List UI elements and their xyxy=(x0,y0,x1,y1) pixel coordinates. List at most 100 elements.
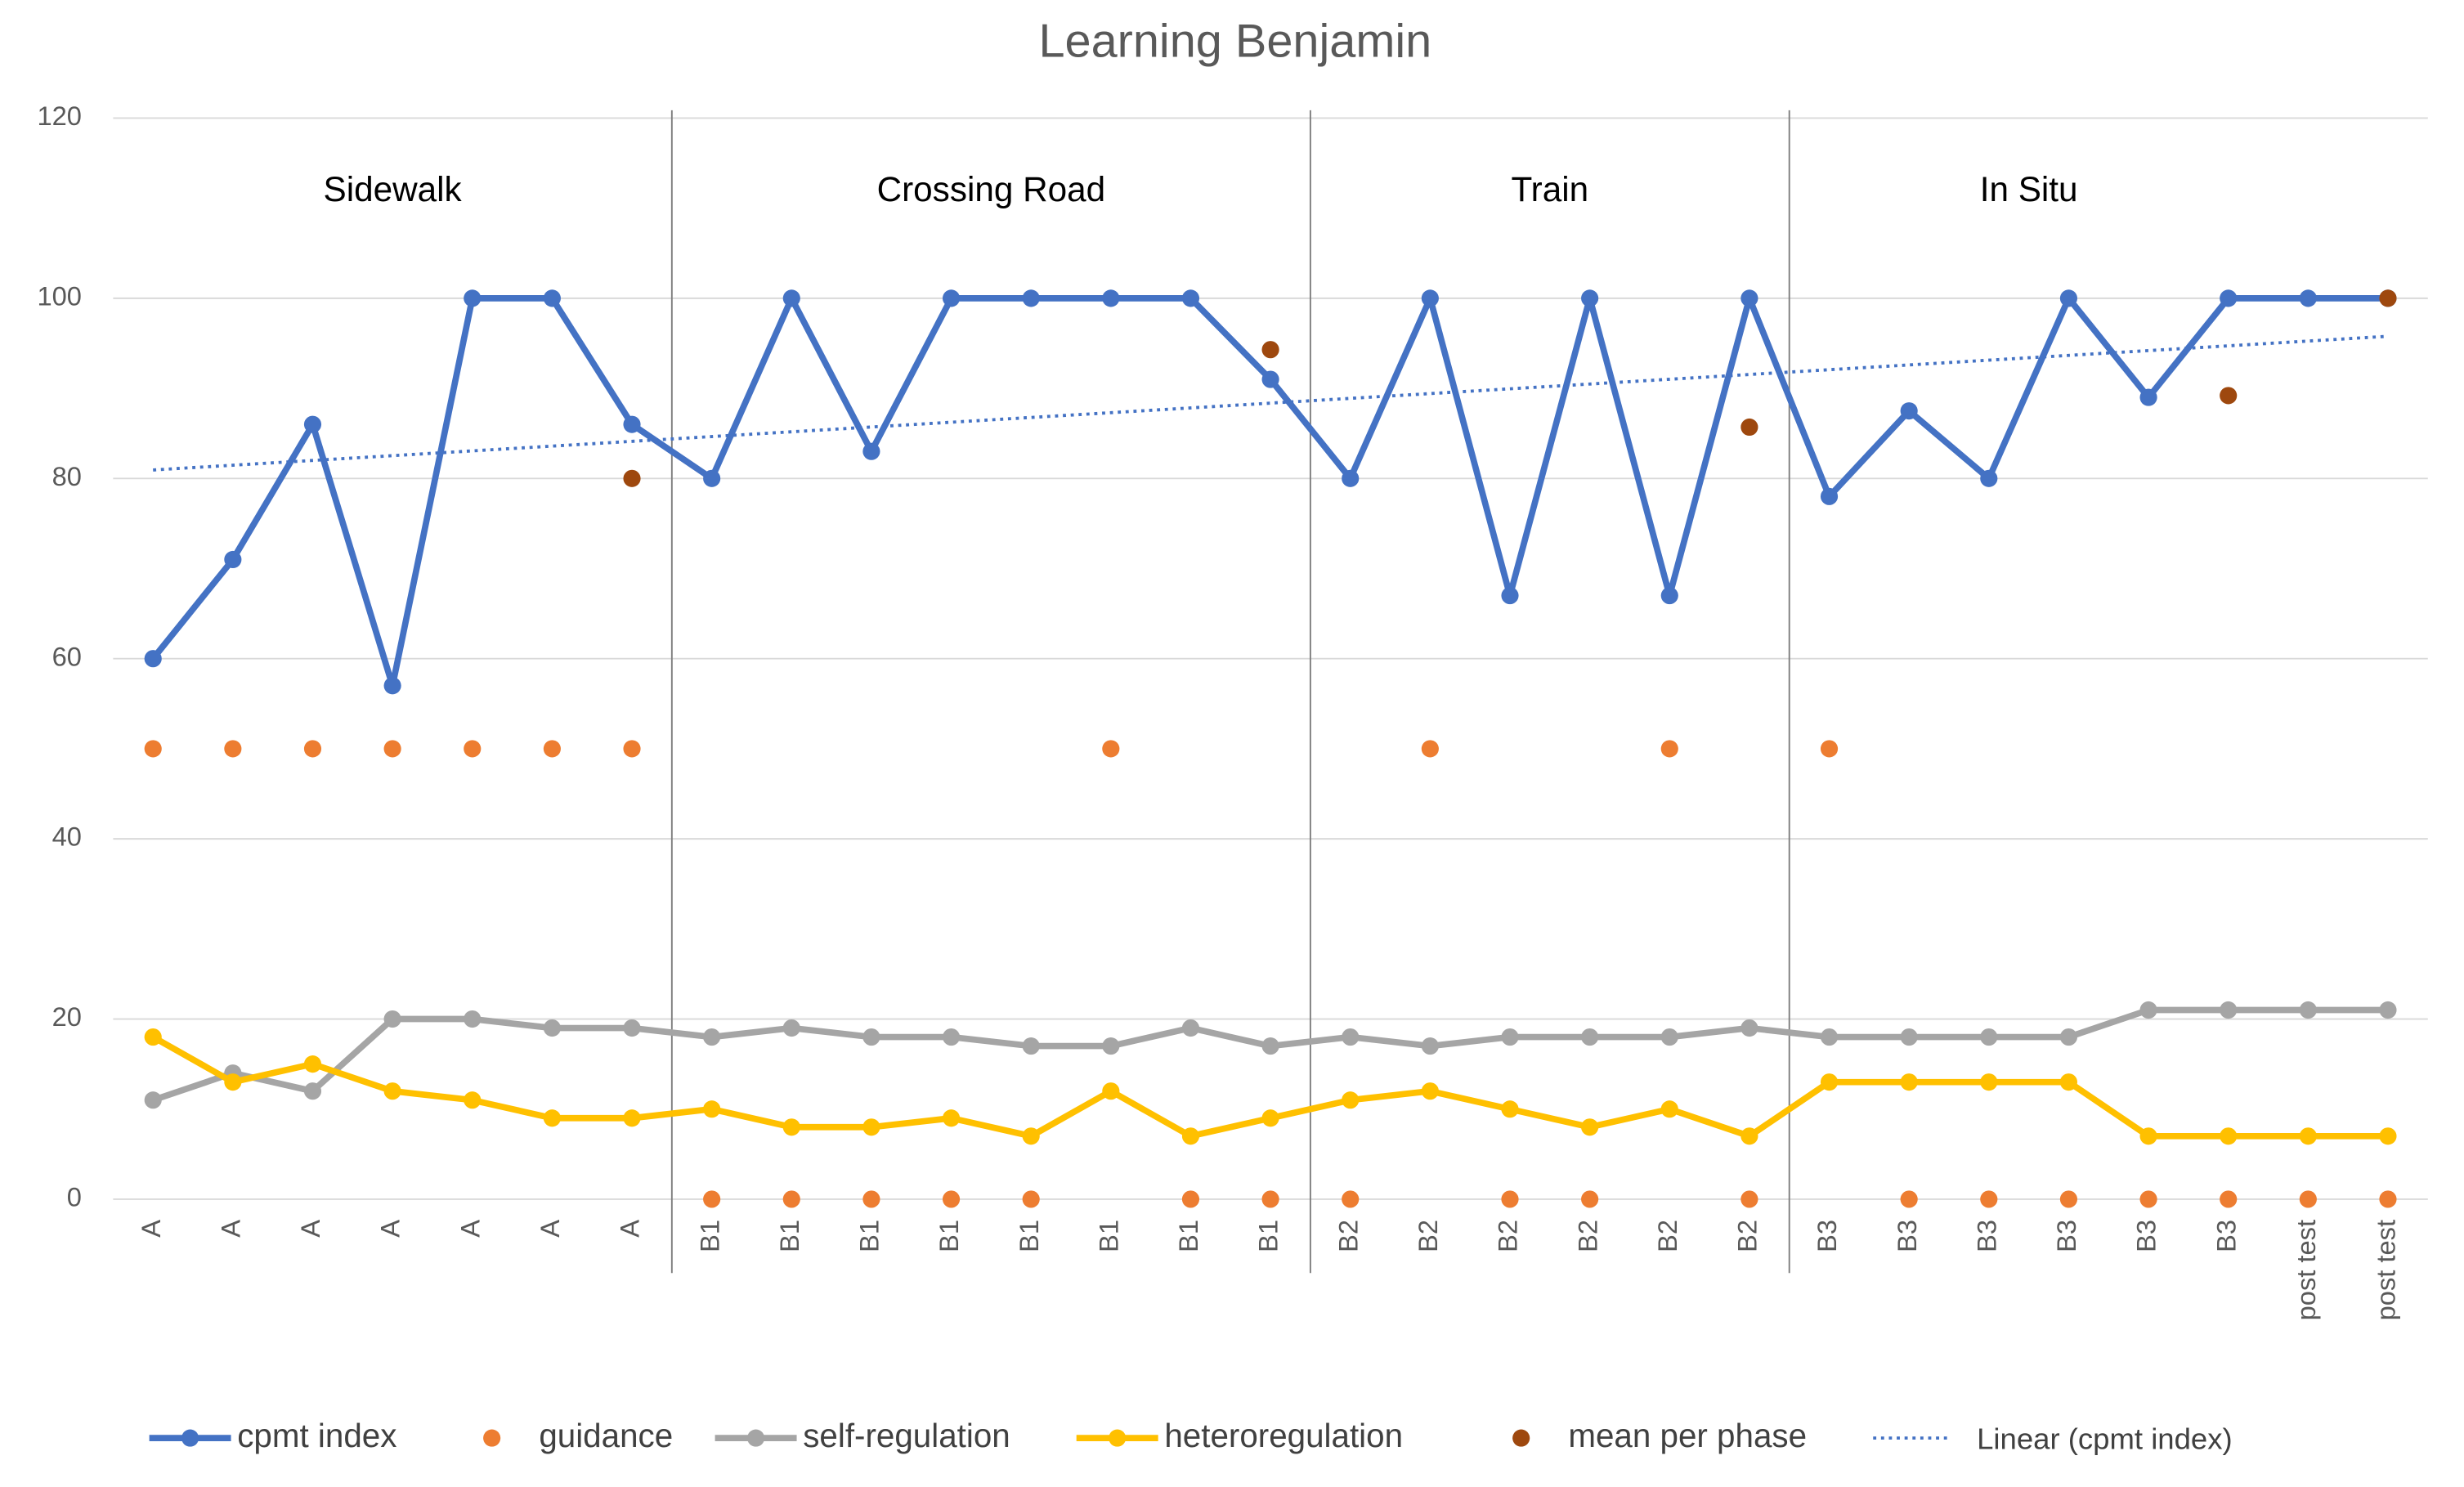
data-point xyxy=(2299,1001,2317,1019)
phase-label: In Situ xyxy=(1980,170,2078,208)
data-point xyxy=(543,740,561,758)
data-point xyxy=(1980,1073,1998,1091)
data-point xyxy=(1261,1109,1279,1127)
data-point xyxy=(862,1190,880,1208)
data-point xyxy=(1660,740,1678,758)
data-point xyxy=(303,415,322,433)
y-tick-label: 0 xyxy=(67,1182,82,1212)
data-point xyxy=(1181,1190,1200,1208)
phase-label: Crossing Road xyxy=(877,170,1106,208)
data-point xyxy=(1740,1190,1758,1208)
series-line xyxy=(151,1006,2388,1104)
data-point xyxy=(2139,1001,2157,1019)
data-point xyxy=(782,289,800,307)
data-point xyxy=(2379,1190,2397,1208)
legend-label: mean per phase xyxy=(1568,1417,1807,1454)
legend-label: cpmt index xyxy=(237,1417,396,1454)
data-point xyxy=(224,550,242,569)
data-point xyxy=(2299,1190,2317,1208)
data-point xyxy=(464,740,482,758)
data-point xyxy=(2059,1073,2078,1091)
data-point xyxy=(1102,740,1120,758)
data-point xyxy=(1900,1028,1918,1046)
phase-label: Sidewalk xyxy=(324,170,463,208)
x-tick-label: post test xyxy=(2371,1220,2401,1320)
data-point xyxy=(303,1082,322,1100)
data-point xyxy=(1022,289,1040,307)
data-point xyxy=(2220,1127,2238,1145)
data-point xyxy=(224,1073,242,1091)
data-point xyxy=(1421,1037,1439,1055)
data-point xyxy=(1660,1100,1678,1118)
data-point xyxy=(1820,1073,1839,1091)
x-tick-label: B2 xyxy=(1572,1220,1602,1252)
legend-label: self-regulation xyxy=(803,1417,1010,1454)
phase-label: Train xyxy=(1511,170,1588,208)
data-point xyxy=(303,740,322,758)
data-point xyxy=(1181,1019,1200,1037)
x-tick-label: B3 xyxy=(1971,1220,2001,1252)
x-tick-label: B1 xyxy=(1014,1220,1044,1252)
data-point xyxy=(1181,289,1200,307)
data-point xyxy=(782,1118,800,1136)
data-point xyxy=(1900,1073,1918,1091)
data-point xyxy=(1581,1190,1599,1208)
x-tick-label: A xyxy=(615,1220,645,1238)
legend-marker xyxy=(1512,1429,1530,1447)
y-tick-label: 20 xyxy=(52,1001,82,1032)
data-point xyxy=(782,1019,800,1037)
y-tick-label: 60 xyxy=(52,641,82,671)
x-tick-label: B2 xyxy=(1413,1220,1443,1252)
data-point xyxy=(2139,1190,2157,1208)
data-point xyxy=(2220,1190,2238,1208)
data-point xyxy=(1740,1019,1758,1037)
data-point xyxy=(862,442,880,460)
data-point xyxy=(1421,1082,1439,1100)
data-point xyxy=(1022,1037,1040,1055)
x-tick-label: B1 xyxy=(1253,1220,1284,1252)
x-tick-label: A xyxy=(375,1220,405,1238)
legend-marker xyxy=(483,1429,501,1447)
data-point xyxy=(623,1019,641,1037)
data-point xyxy=(144,740,162,758)
x-tick-label: B1 xyxy=(774,1220,804,1252)
data-point xyxy=(1501,586,1519,605)
data-point xyxy=(2220,289,2238,307)
x-tick-label: B3 xyxy=(2211,1220,2241,1252)
data-point xyxy=(942,1028,961,1046)
data-point xyxy=(1261,1037,1279,1055)
x-tick-label: B1 xyxy=(1093,1220,1123,1252)
data-point xyxy=(942,1109,961,1127)
data-point xyxy=(2059,289,2078,307)
data-point xyxy=(1980,1190,1998,1208)
data-point xyxy=(2299,1127,2317,1145)
x-tick-label: B3 xyxy=(2131,1220,2162,1252)
data-point xyxy=(383,1010,401,1028)
data-point xyxy=(383,677,401,695)
y-tick-label: 40 xyxy=(52,822,82,852)
data-point xyxy=(2139,1127,2157,1145)
x-tick-label: A xyxy=(136,1220,166,1238)
y-tick-label: 80 xyxy=(52,461,82,491)
data-point xyxy=(2139,388,2157,406)
data-point xyxy=(703,1190,721,1208)
data-point xyxy=(464,1091,482,1109)
data-point xyxy=(1421,289,1439,307)
x-tick-label: B1 xyxy=(694,1220,724,1252)
data-point xyxy=(1980,469,1998,487)
data-point xyxy=(1740,289,1758,307)
data-point xyxy=(1581,289,1599,307)
y-tick-label: 120 xyxy=(37,101,81,131)
x-tick-label: B2 xyxy=(1493,1220,1523,1252)
x-tick-label: A xyxy=(535,1220,565,1238)
data-point xyxy=(862,1118,880,1136)
data-point xyxy=(1342,469,1360,487)
data-point xyxy=(862,1028,880,1046)
data-point xyxy=(942,1190,961,1208)
data-point xyxy=(703,1028,721,1046)
data-point xyxy=(1740,418,1758,437)
data-point xyxy=(1102,1037,1120,1055)
x-tick-label: B1 xyxy=(934,1220,964,1252)
chart-title: Learning Benjamin xyxy=(1038,15,1431,67)
data-point xyxy=(1022,1190,1040,1208)
